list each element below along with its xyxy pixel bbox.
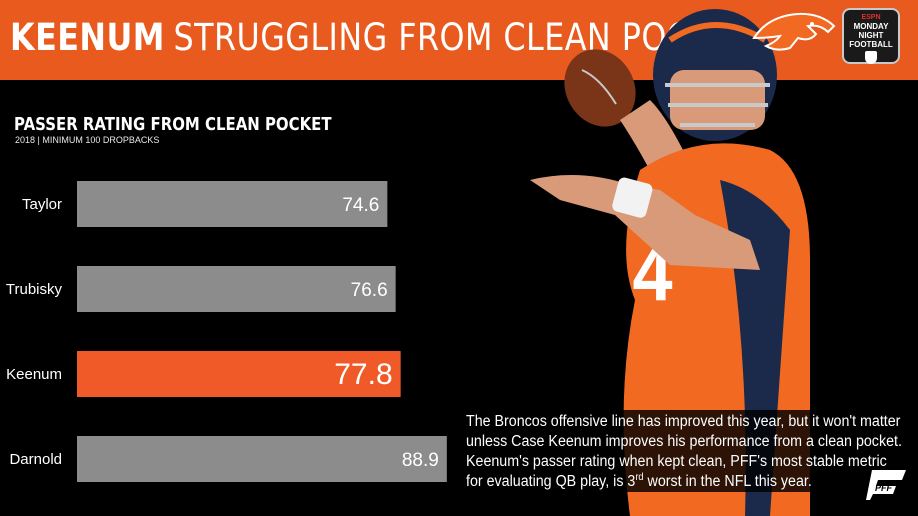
category-label: Taylor	[22, 196, 62, 213]
analysis-line-1: The Broncos offensive line has improved …	[466, 413, 901, 430]
value-label: 77.8	[334, 358, 392, 391]
broncos-horse-logo-icon	[752, 12, 836, 51]
title-player-name: KEENUM	[10, 16, 165, 59]
bar	[77, 181, 388, 227]
bar	[77, 266, 396, 312]
value-label: 74.6	[342, 195, 379, 216]
bar	[77, 436, 447, 482]
pff-logo: PFF	[866, 470, 906, 500]
analysis-text: The Broncos offensive line has improved …	[466, 410, 906, 492]
chart-title: PASSER RATING FROM CLEAN POCKET	[14, 114, 332, 135]
category-label: Keenum	[6, 366, 62, 383]
ordinal-suffix: rd	[635, 471, 644, 483]
analysis-line-2: unless Case Keenum improves his performa…	[466, 433, 902, 450]
value-label: 88.9	[402, 450, 439, 471]
page-title: KEENUM STRUGGLING FROM CLEAN POCKET	[10, 16, 751, 60]
mnf-espn-text: ESPN	[861, 14, 881, 21]
mnf-football-text: FOOTBALL	[849, 40, 893, 49]
nfl-shield-icon	[865, 51, 877, 64]
title-headline: STRUGGLING FROM CLEAN POCKET	[173, 16, 752, 59]
analysis-line-3: Keenum's passer rating when kept clean, …	[466, 453, 887, 470]
monday-night-football-logo: ESPN MONDAY NIGHT FOOTBALL	[842, 8, 900, 64]
value-label: 76.6	[351, 280, 388, 301]
analysis-line-4-end: worst in the NFL this year.	[643, 473, 812, 490]
category-label: Darnold	[9, 451, 62, 468]
analysis-line-4-start: for evaluating QB play, is 3	[466, 473, 636, 490]
analysis-line-4: for evaluating QB play, is 3rd worst in …	[466, 472, 871, 492]
mnf-night-text: NIGHT	[858, 31, 884, 40]
bar	[77, 351, 401, 397]
passer-rating-bar-chart: Taylor 74.6 Trubisky 76.6 Keenum 77.8 Darnold 8…	[6, 181, 447, 482]
category-label: Trubisky	[6, 281, 63, 298]
pff-logo-text: PFF	[875, 483, 893, 493]
mnf-monday-text: MONDAY	[853, 22, 889, 31]
chart-subtitle: 2018 | MINIMUM 100 DROPBACKS	[15, 135, 160, 145]
